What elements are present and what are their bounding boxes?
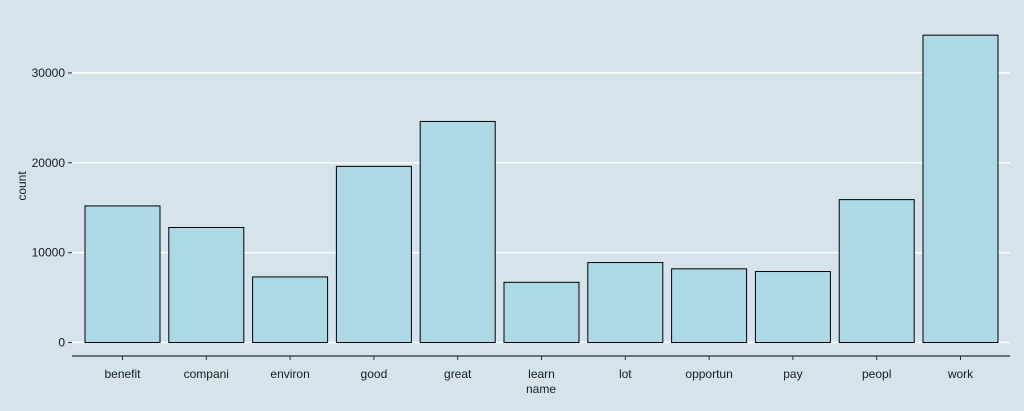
bar-lot	[587, 262, 664, 344]
x-tick-label: opportun	[685, 367, 732, 381]
bar-work	[922, 34, 999, 344]
x-tick-label: lot	[619, 367, 632, 381]
x-tick-label: learn	[528, 367, 555, 381]
x-tick-label: work	[947, 367, 974, 381]
x-tick-label: great	[444, 367, 472, 381]
bar-great	[419, 120, 496, 344]
x-tick-label: environ	[270, 367, 309, 381]
bar-environ	[252, 276, 329, 344]
x-tick-label: compani	[184, 367, 229, 381]
y-tick-label: 0	[58, 336, 65, 350]
bar-benefit	[84, 205, 161, 344]
x-axis-ticks: benefit compani environ good great learn lot op…	[104, 356, 974, 381]
x-axis-title: name	[526, 382, 556, 396]
bars	[84, 34, 999, 344]
y-tick-label: 10000	[32, 246, 66, 260]
x-tick-label: peopl	[862, 367, 891, 381]
x-tick-label: good	[361, 367, 388, 381]
bar-opportun	[671, 268, 748, 344]
x-tick-label: benefit	[104, 367, 141, 381]
y-tick-label: 30000	[32, 66, 66, 80]
y-tick-label: 20000	[32, 156, 66, 170]
y-axis-title: count	[15, 171, 29, 201]
bar-learn	[503, 281, 580, 344]
bar-peopl	[838, 199, 915, 344]
bar-good	[335, 165, 412, 344]
bar-pay	[754, 271, 831, 344]
y-axis-ticks: 0 10000 20000 30000	[32, 66, 72, 350]
x-tick-label: pay	[783, 367, 802, 381]
bar-compani	[168, 226, 245, 344]
